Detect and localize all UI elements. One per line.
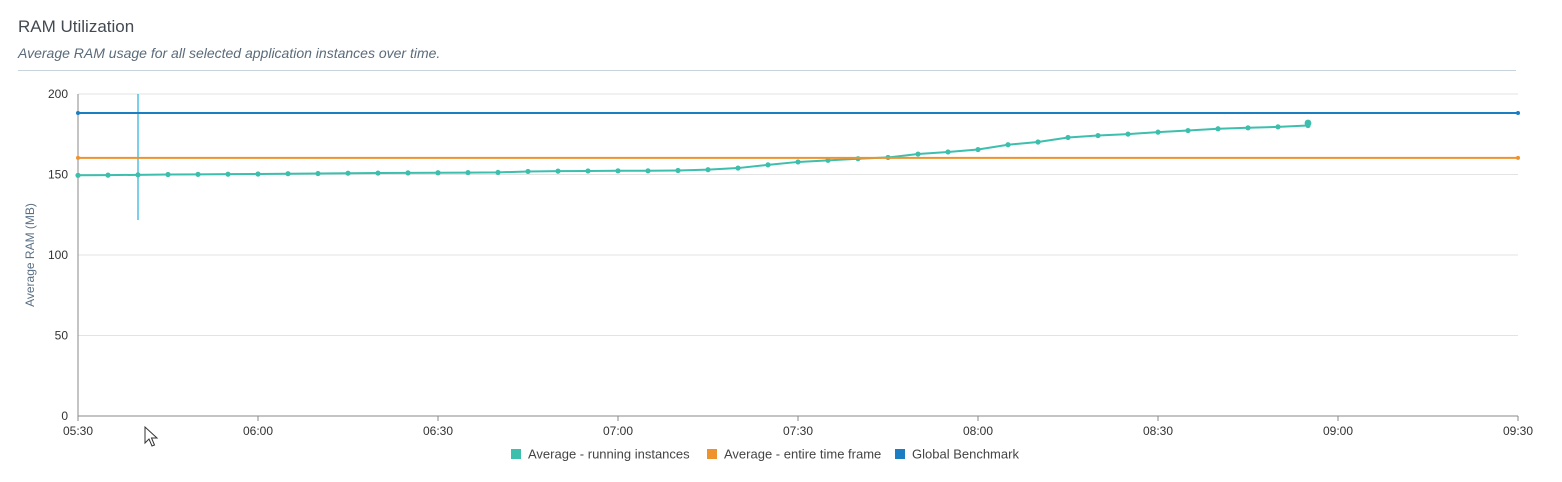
x-tick-label-0600: 06:00 xyxy=(243,424,273,438)
y-tick-label-150: 150 xyxy=(48,168,68,182)
legend-swatch-entire[interactable] xyxy=(707,449,717,459)
data-point[interactable] xyxy=(1215,126,1221,132)
data-point[interactable] xyxy=(585,168,591,174)
panel-header: RAM Utilization Average RAM usage for al… xyxy=(18,16,1516,62)
data-point[interactable] xyxy=(1035,139,1041,145)
data-point[interactable] xyxy=(375,170,381,176)
data-point[interactable] xyxy=(75,172,81,178)
data-point[interactable] xyxy=(975,146,981,153)
data-point[interactable] xyxy=(1065,134,1071,141)
data-point[interactable] xyxy=(525,168,531,175)
data-point[interactable] xyxy=(765,162,771,168)
data-point[interactable] xyxy=(315,170,321,177)
data-point[interactable] xyxy=(465,169,471,176)
data-point[interactable] xyxy=(255,171,261,177)
data-point[interactable] xyxy=(705,167,711,173)
data-point[interactable] xyxy=(945,149,951,155)
y-tick-label-50: 50 xyxy=(55,329,69,343)
data-point[interactable] xyxy=(435,170,441,176)
data-point[interactable] xyxy=(135,172,141,178)
panel-title: RAM Utilization xyxy=(18,17,135,36)
data-point[interactable] xyxy=(735,165,741,171)
legend-item-entire[interactable]: Average - entire time frame xyxy=(724,447,881,462)
data-point[interactable] xyxy=(105,172,111,178)
x-tick-label-0630: 06:30 xyxy=(423,424,453,438)
data-point[interactable] xyxy=(555,168,561,174)
data-point[interactable] xyxy=(285,171,291,177)
data-point[interactable] xyxy=(795,159,801,165)
data-point[interactable] xyxy=(225,171,231,177)
series-end-point xyxy=(1516,155,1520,160)
data-point[interactable] xyxy=(1185,127,1191,134)
legend-item-benchmark[interactable]: Global Benchmark xyxy=(912,447,1019,462)
data-point[interactable] xyxy=(675,167,681,174)
x-tick-label-0700: 07:00 xyxy=(603,424,633,438)
last-data-point[interactable] xyxy=(1304,119,1312,127)
y-tick-label-200: 200 xyxy=(48,87,68,101)
series-end-point xyxy=(76,110,80,115)
legend-swatch-benchmark[interactable] xyxy=(895,449,905,459)
data-point[interactable] xyxy=(645,168,651,174)
panel-subtitle: Average RAM usage for all selected appli… xyxy=(18,45,441,61)
data-point[interactable] xyxy=(1155,129,1161,135)
series-line-running[interactable] xyxy=(77,124,1309,177)
series-end-point xyxy=(1516,110,1520,115)
y-axis-title: Average RAM (MB) xyxy=(23,203,37,307)
x-tick-label-0900: 09:00 xyxy=(1323,424,1353,438)
y-tick-label-0: 0 xyxy=(61,409,68,423)
data-point[interactable] xyxy=(165,171,171,178)
legend-item-running[interactable]: Average - running instances xyxy=(528,447,690,462)
x-tick-label-0800: 08:00 xyxy=(963,424,993,438)
x-tick-label-0730: 07:30 xyxy=(783,424,813,438)
y-tick-label-100: 100 xyxy=(48,248,68,262)
data-point[interactable] xyxy=(405,170,411,176)
data-point[interactable] xyxy=(1005,142,1011,148)
data-point[interactable] xyxy=(825,157,831,163)
header-divider xyxy=(18,70,1516,71)
x-tick-label-0930: 09:30 xyxy=(1503,424,1533,438)
data-point[interactable] xyxy=(1095,132,1101,139)
data-point[interactable] xyxy=(195,171,201,177)
data-point[interactable] xyxy=(915,151,921,157)
data-point[interactable] xyxy=(345,170,351,176)
series-end-point xyxy=(76,155,80,160)
mouse-cursor-icon xyxy=(144,425,159,447)
data-point[interactable] xyxy=(1125,131,1131,137)
data-point[interactable] xyxy=(495,169,501,176)
legend-swatch-running[interactable] xyxy=(511,449,521,459)
data-point[interactable] xyxy=(1275,124,1281,130)
data-point[interactable] xyxy=(615,168,621,174)
x-tick-label-0830: 08:30 xyxy=(1143,424,1173,438)
x-tick-label-0530: 05:30 xyxy=(63,424,93,438)
data-point[interactable] xyxy=(1245,125,1251,131)
